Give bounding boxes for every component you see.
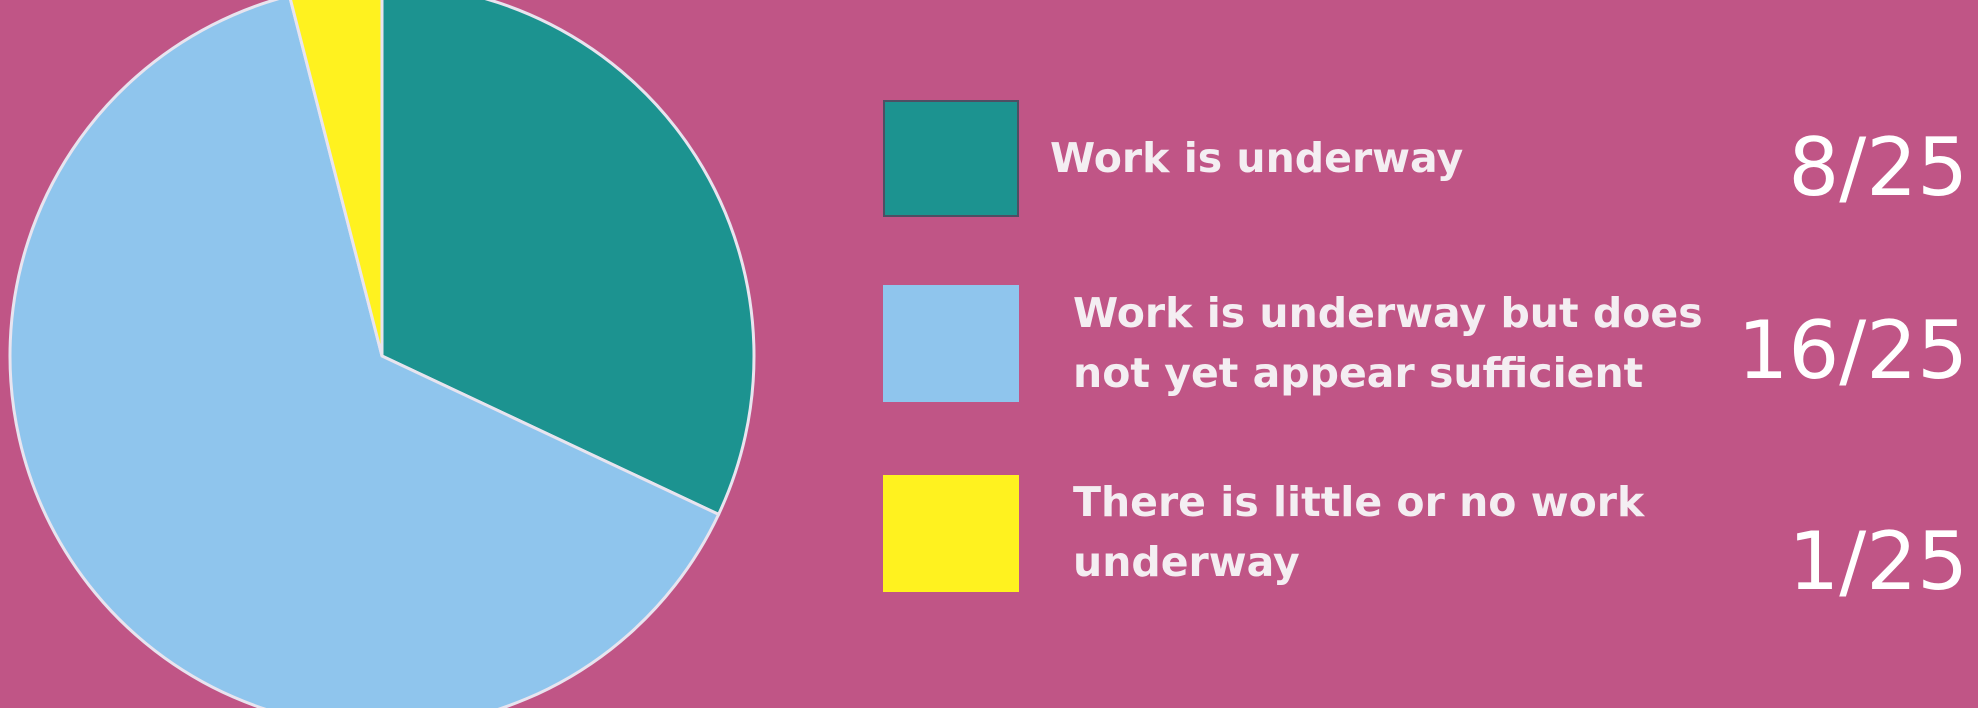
pie-slice-work-underway bbox=[380, 0, 756, 517]
legend-value-little-or-no-work: 1/25 bbox=[1788, 515, 1968, 608]
pie-chart-plot bbox=[8, 0, 756, 708]
pie-slice-little-or-no-work bbox=[289, 0, 384, 357]
legend-value-work-underway: 8/25 bbox=[1788, 121, 1968, 214]
pie-slice-work-underway-insufficient bbox=[8, 0, 721, 708]
legend-swatch-little-or-no-work bbox=[883, 475, 1019, 592]
legend-label-work-underway-insufficient: Work is underway but does not yet appear… bbox=[1073, 289, 1703, 397]
legend-label-little-or-no-work: There is little or no work underway bbox=[1073, 478, 1645, 586]
legend-swatch-work-underway-insufficient bbox=[883, 285, 1019, 402]
legend-label-work-underway: Work is underway bbox=[1050, 134, 1464, 182]
legend-swatch-work-underway bbox=[883, 100, 1019, 217]
legend-value-work-underway-insufficient: 16/25 bbox=[1737, 304, 1968, 397]
